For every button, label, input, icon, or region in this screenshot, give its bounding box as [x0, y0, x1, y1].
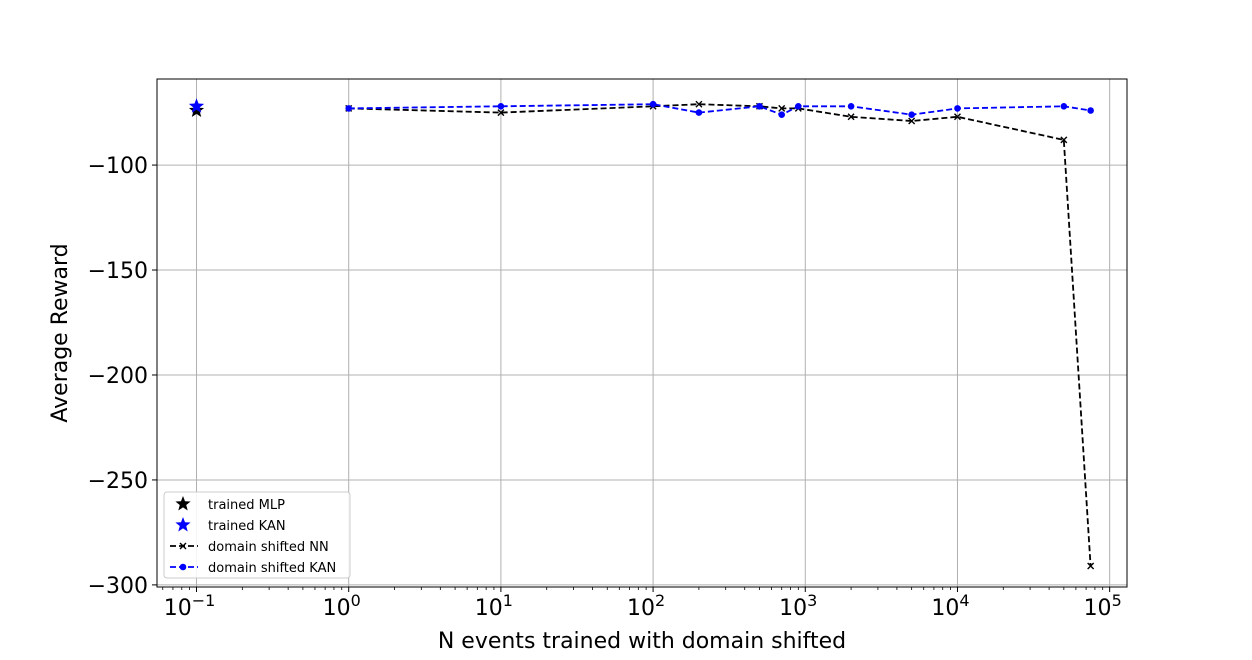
x-tick-label: 101 [475, 591, 513, 621]
series-point-domain-shifted-kan [497, 102, 505, 110]
x-tick-label: 102 [627, 591, 665, 621]
y-axis-label: Average Reward [48, 243, 73, 422]
legend-label: domain shifted NN [208, 540, 329, 555]
x-tick-label: 105 [1084, 591, 1122, 621]
y-tick-label: −300 [88, 574, 148, 599]
series-line-domain-shifted-nn [348, 103, 1092, 567]
grid-lines [157, 79, 1127, 587]
x-tick-label-exponent: 3 [807, 591, 817, 610]
x-tick-label-base: 10 [627, 596, 655, 621]
x-tick-label-exponent: 2 [655, 591, 665, 610]
series-point-trained-kan [188, 98, 205, 113]
series-point-domain-shifted-kan [1060, 102, 1068, 110]
x-tick-label-base: 10 [475, 596, 503, 621]
x-tick-label: 103 [779, 591, 817, 621]
legend-entry: trained MLP [175, 496, 285, 513]
x-tick-label-base: 10 [931, 596, 959, 621]
series-point-domain-shifted-nn [695, 100, 703, 108]
x-tick-label-exponent: −1 [192, 591, 216, 610]
x-tick-label-base: 10 [323, 596, 351, 621]
x-tick-label-exponent: 4 [959, 591, 969, 610]
legend-entry: trained KAN [175, 517, 286, 534]
series-point-domain-shifted-kan [795, 102, 802, 110]
legend-marker [175, 517, 191, 532]
x-tick-label-base: 10 [1084, 596, 1112, 621]
x-tick-label: 10−1 [164, 591, 216, 621]
legend-label: domain shifted KAN [208, 561, 336, 576]
x-axis-label: N events trained with domain shifted [438, 629, 846, 654]
series-point-domain-shifted-kan [847, 102, 855, 110]
x-tick-label: 100 [323, 591, 361, 621]
series-point-domain-shifted-nn [1060, 136, 1068, 144]
plot-frame [156, 78, 1128, 588]
legend-frame [163, 491, 351, 579]
legend-marker [179, 542, 187, 550]
y-tick-label: −200 [88, 364, 148, 389]
plot-series [188, 98, 1095, 570]
x-tick-label-base: 10 [164, 596, 192, 621]
series-point-domain-shifted-nn [847, 113, 855, 121]
series-point-domain-shifted-kan [908, 111, 915, 118]
x-tick-label-exponent: 5 [1112, 591, 1122, 610]
y-tick-label: −100 [88, 154, 148, 179]
axis-ticks: 10−1 100 101 102 103 104 105−100−150−200−250−3… [88, 154, 1122, 621]
legend-entry: domain shifted KAN [170, 561, 336, 576]
series-point-domain-shifted-nn [497, 109, 505, 117]
series-point-domain-shifted-kan [954, 105, 961, 112]
legend-marker [179, 563, 187, 571]
x-tick-label-exponent: 1 [503, 591, 513, 610]
x-tick-label-exponent: 0 [351, 591, 361, 610]
series-line-domain-shifted-kan [348, 103, 1091, 116]
series-point-domain-shifted-kan [345, 105, 353, 112]
x-tick-label: 104 [931, 591, 969, 621]
series-point-domain-shifted-kan [778, 111, 786, 118]
legend-label: trained KAN [208, 519, 286, 534]
series-point-domain-shifted-kan [1087, 107, 1094, 114]
series-point-domain-shifted-nn [953, 113, 961, 121]
legend: trained MLP trained KAN domain shifted NN d… [163, 491, 351, 579]
series-point-domain-shifted-kan [695, 109, 703, 116]
legend-label: trained MLP [208, 498, 285, 513]
series-point-domain-shifted-kan [649, 100, 657, 108]
legend-marker [175, 496, 191, 511]
x-tick-label-base: 10 [779, 596, 807, 621]
legend-entry: domain shifted NN [170, 540, 329, 555]
y-tick-label: −250 [88, 469, 148, 494]
series-point-domain-shifted-kan [756, 102, 763, 110]
series-point-trained-mlp [188, 102, 205, 117]
series-point-domain-shifted-nn [1087, 562, 1095, 570]
series-point-domain-shifted-nn [778, 104, 786, 112]
series-point-domain-shifted-nn [908, 117, 916, 125]
y-tick-label: −150 [88, 259, 148, 284]
